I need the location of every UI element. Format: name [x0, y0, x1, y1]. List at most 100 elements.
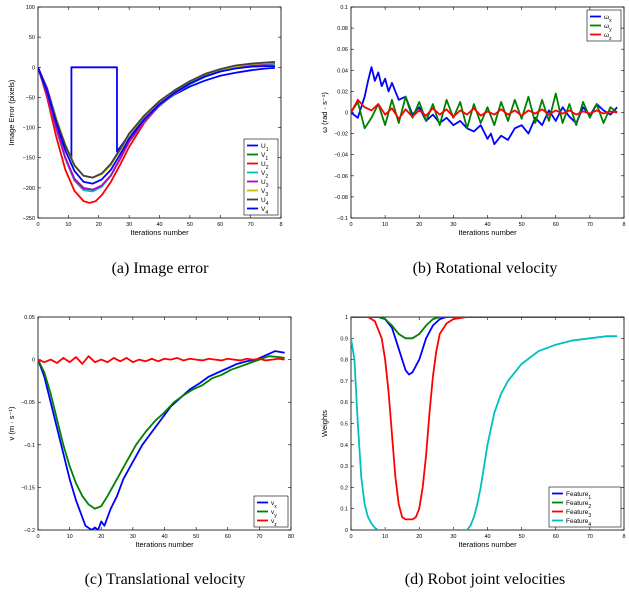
x-tick-label: 10 — [65, 222, 71, 228]
label-base: V — [261, 206, 266, 213]
y-tick-label: 0 — [32, 358, 35, 364]
y-tick-label: −0.1 — [337, 216, 348, 222]
x-tick-label: 40 — [484, 222, 490, 228]
x-axis-label: Iterations number — [458, 228, 517, 237]
x-tick-label: 60 — [217, 222, 223, 228]
legend-entry: U4 — [261, 197, 269, 207]
legend-entry: U1 — [261, 143, 269, 153]
plot-area-frame — [37, 316, 292, 531]
legend-box — [243, 138, 279, 216]
y-tick-label: 0.04 — [337, 68, 348, 74]
legend-entry: V3 — [261, 188, 268, 198]
label-base: Feature — [566, 518, 589, 525]
y-tick-label: −0.02 — [334, 132, 348, 138]
x-tick-label: 0 — [36, 222, 39, 228]
label-subscript: 2 — [266, 165, 269, 171]
x-tick-label: 20 — [416, 222, 422, 228]
subfigure-caption: (b) Rotational velocity — [413, 260, 558, 277]
legend-entry: vy — [271, 509, 277, 519]
y-axis-label: ω (rad · s⁻¹) — [320, 92, 329, 133]
series-group — [351, 317, 624, 530]
label-subscript: 2 — [588, 504, 591, 510]
x-axis-label: Iterations number — [130, 228, 189, 237]
series-line-2 — [351, 92, 618, 130]
x-tick-label: 60 — [553, 534, 559, 540]
x-tick-label: 40 — [156, 222, 162, 228]
chart-panel-d: 0 10 20 30 40 50 60 70 800.10.20.30.40.50.60.70.… — [320, 315, 626, 588]
label-base: ω — [604, 32, 609, 39]
label-subscript: y — [609, 27, 612, 33]
x-axis-label: Iterations number — [135, 540, 194, 549]
y-tick-label: −0.04 — [334, 153, 348, 159]
y-tick-label: −0.1 — [24, 443, 35, 449]
x-tick-label: 50 — [519, 222, 525, 228]
label-base: U — [261, 197, 266, 204]
legend-entry: vz — [271, 518, 277, 528]
series-group — [351, 66, 618, 146]
x-tick-label: 60 — [553, 222, 559, 228]
y-tick-label: −0.06 — [334, 174, 348, 180]
legend-entry: V4 — [261, 206, 268, 216]
y-tick-label: −0.08 — [334, 195, 348, 201]
y-tick-label: 0.3 — [340, 464, 348, 470]
y-tick-label: 0.06 — [337, 47, 348, 53]
legend-entry: ωx — [604, 14, 612, 24]
y-tick-label: 0.08 — [337, 26, 348, 32]
y-tick-label: −50 — [26, 95, 35, 101]
y-tick-label: 0.1 — [340, 507, 348, 513]
chart-panel-c: 0 10 20 30 40 50 60 70 80 −0.2 −0.15 −0.1 −0.05 0 0.05… — [7, 315, 294, 588]
x-axis-label: Iterations number — [458, 540, 517, 549]
label-base: v — [271, 518, 275, 525]
y-tick-label: −250 — [23, 216, 35, 222]
chart-panel-a: 0 10 20 30 40 50 60 70 8 −250 −200 −150 −100 −50 0 50 10… — [7, 5, 283, 277]
series-group — [38, 60, 275, 204]
y-tick-label: 0.9 — [340, 336, 348, 342]
y-tick-label: 0.8 — [340, 358, 348, 364]
y-tick-label: 50 — [29, 35, 35, 41]
y-tick-label: −100 — [23, 126, 35, 132]
x-tick-label: 50 — [519, 534, 525, 540]
y-axis-label: v (m · s⁻¹) — [7, 406, 16, 440]
series-line-4 — [351, 335, 618, 530]
x-tick-label: 80 — [288, 534, 294, 540]
y-tick-label: 0 — [32, 65, 35, 71]
y-tick-label: 0.02 — [337, 89, 348, 95]
y-tick-label: −150 — [23, 156, 35, 162]
x-tick-label: 8 — [279, 222, 282, 228]
legend-entry: U2 — [261, 161, 269, 171]
y-axis-label: Image Error (pixels) — [7, 79, 16, 145]
y-tick-label: −0.05 — [21, 400, 35, 406]
x-tick-label: 30 — [126, 222, 132, 228]
legend-entry: ωy — [604, 23, 612, 33]
label-subscript: x — [274, 504, 277, 510]
label-subscript: z — [274, 522, 277, 528]
x-tick-label: 0 — [349, 222, 352, 228]
label-base: V — [261, 170, 266, 177]
label-subscript: 1 — [266, 147, 269, 153]
x-tick-label: 0 — [349, 534, 352, 540]
series-line-7 — [38, 60, 275, 179]
label-subscript: x — [609, 18, 612, 24]
subfigure-caption: (c) Translational velocity — [85, 571, 246, 588]
chart-panel-b: 0 10 20 30 40 50 60 70 8 −0.1 −0.08 −0.06 −0.04 −0.02… — [320, 5, 626, 277]
y-tick-label: −0.2 — [24, 528, 35, 534]
y-tick-label: 0 — [345, 528, 348, 534]
series-line-3 — [351, 317, 624, 521]
y-tick-label: 0.1 — [340, 5, 348, 11]
x-tick-label: 8 — [622, 534, 625, 540]
x-tick-label: 60 — [225, 534, 231, 540]
legend-entry: Feature3 — [566, 509, 591, 519]
label-base: Feature — [566, 509, 589, 516]
legend-entry: V1 — [261, 152, 268, 162]
label-subscript: 1 — [265, 156, 268, 162]
x-tick-label: 70 — [256, 534, 262, 540]
x-tick-label: 20 — [96, 222, 102, 228]
y-tick-label: 0.6 — [340, 400, 348, 406]
x-tick-label: 40 — [161, 534, 167, 540]
x-tick-label: 10 — [67, 534, 73, 540]
series-line-8 — [38, 65, 275, 185]
